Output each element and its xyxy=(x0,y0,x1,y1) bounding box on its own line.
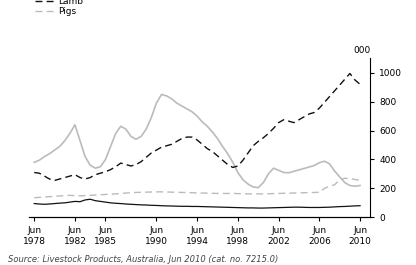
Legend: Cattle incl. calves, Sheep, Lamb, Pigs: Cattle incl. calves, Sheep, Lamb, Pigs xyxy=(34,0,139,17)
Text: 000: 000 xyxy=(353,46,370,55)
Text: Source: Livestock Products, Australia, Jun 2010 (cat. no. 7215.0): Source: Livestock Products, Australia, J… xyxy=(8,255,279,264)
